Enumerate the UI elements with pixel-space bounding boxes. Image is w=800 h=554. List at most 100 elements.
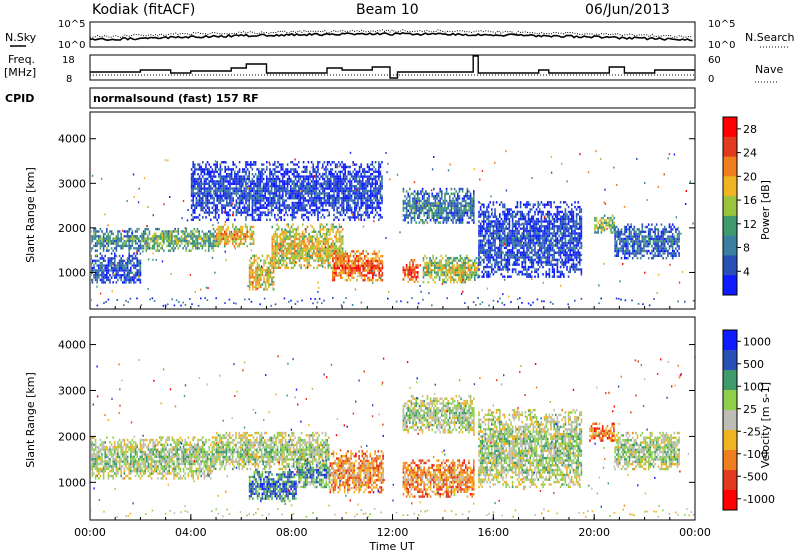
data-cell — [252, 264, 254, 267]
data-cell — [487, 220, 490, 223]
data-cell — [438, 264, 441, 267]
data-cell — [230, 237, 232, 241]
data-cell — [93, 276, 95, 279]
data-cell — [268, 283, 270, 286]
data-cell — [413, 268, 416, 272]
data-cell — [668, 240, 671, 243]
data-cell — [94, 269, 97, 272]
data-cell — [219, 237, 221, 241]
data-cell — [188, 232, 191, 236]
data-cell — [123, 230, 126, 233]
data-cell — [317, 257, 320, 260]
data-cell — [619, 247, 621, 250]
data-cell — [675, 252, 677, 255]
data-cell — [197, 204, 199, 207]
data-cell — [365, 274, 368, 277]
data-cell — [134, 281, 137, 284]
data-cell — [301, 230, 304, 233]
data-cell — [515, 220, 517, 223]
data-cell — [139, 264, 142, 267]
data-cell — [461, 187, 464, 191]
data-cell — [332, 249, 334, 253]
data-cell — [635, 237, 637, 241]
data-cell — [141, 247, 143, 250]
data-cell — [169, 244, 172, 248]
data-cell — [523, 237, 525, 240]
data-cell — [539, 237, 541, 240]
data-cell — [208, 206, 210, 209]
data-cell — [633, 225, 636, 229]
data-cell — [655, 240, 658, 243]
data-cell — [338, 261, 341, 265]
data-cell — [370, 279, 372, 282]
data-cell — [96, 269, 98, 272]
data-cell — [269, 269, 272, 272]
data-cell — [360, 262, 363, 265]
data-cell — [556, 208, 559, 211]
data-cell — [651, 223, 653, 226]
data-cell — [417, 275, 419, 279]
data-cell — [502, 203, 504, 206]
data-cell — [660, 245, 663, 248]
data-cell — [376, 252, 379, 255]
data-cell — [668, 247, 671, 250]
data-cell — [301, 247, 304, 250]
cpid-panel: CPID normalsound (fast) 157 RF — [5, 87, 696, 109]
data-cell — [649, 240, 652, 243]
data-cell — [204, 232, 207, 236]
data-cell — [138, 249, 140, 252]
data-cell — [468, 190, 470, 193]
data-cell — [460, 202, 462, 205]
data-cell — [287, 266, 290, 269]
data-cell — [559, 239, 562, 242]
data-cell — [193, 244, 196, 248]
data-cell — [553, 270, 555, 274]
data-cell — [429, 276, 431, 279]
data-cell — [260, 269, 262, 272]
data-cell — [478, 225, 480, 228]
data-cell — [569, 227, 571, 230]
data-cell — [446, 261, 449, 265]
data-cell — [659, 245, 661, 248]
data-cell — [319, 257, 322, 260]
data-cell — [537, 229, 539, 233]
data-cell — [268, 266, 270, 269]
data-cell — [144, 230, 146, 233]
data-cell — [213, 199, 215, 202]
data-cell — [241, 230, 244, 233]
data-cell — [447, 214, 449, 217]
data-cell — [450, 276, 452, 279]
data-cell — [101, 257, 103, 260]
data-cell — [478, 232, 480, 235]
data-cell — [426, 214, 429, 217]
data-cell — [249, 228, 252, 231]
data-cell — [122, 262, 124, 265]
data-cell — [529, 210, 531, 214]
data-cell — [194, 216, 196, 219]
data-cell — [543, 232, 546, 235]
data-cell — [535, 229, 538, 233]
data-cell — [224, 177, 226, 181]
data-cell — [608, 219, 611, 222]
data-cell — [426, 211, 429, 215]
data-cell — [463, 211, 465, 215]
data-cell — [292, 252, 294, 255]
data-cell — [445, 276, 447, 279]
data-cell — [563, 275, 565, 278]
data-cell — [104, 281, 106, 284]
data-cell — [537, 273, 539, 276]
data-cell — [537, 244, 539, 247]
data-cell — [357, 262, 360, 265]
data-cell — [524, 239, 527, 242]
data-cell — [481, 249, 483, 252]
data-cell — [306, 245, 309, 248]
data-cell — [607, 221, 609, 225]
data-cell — [136, 249, 138, 252]
data-cell — [319, 259, 322, 262]
data-cell — [559, 201, 562, 204]
data-cell — [638, 245, 640, 248]
data-cell — [417, 280, 419, 284]
data-cell — [227, 242, 229, 245]
data-cell — [282, 249, 285, 253]
data-cell — [523, 246, 525, 250]
